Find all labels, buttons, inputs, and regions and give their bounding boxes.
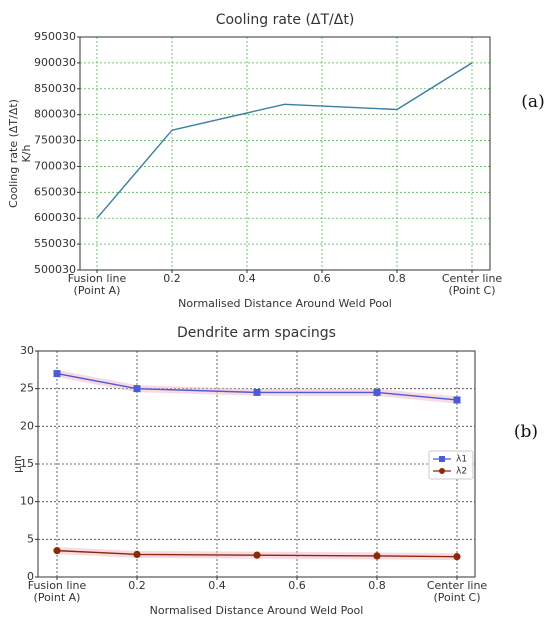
chart-title: Dendrite arm spacings bbox=[177, 325, 336, 341]
x-tick-label: 0.2 bbox=[128, 579, 146, 592]
data-point bbox=[253, 388, 261, 396]
data-point bbox=[53, 547, 61, 555]
y-tick-label: 10 bbox=[20, 495, 34, 508]
y-tick-label: 550030 bbox=[34, 237, 76, 250]
x-tick-label: Center line (Point C) bbox=[427, 579, 488, 604]
y-tick-label: 950030 bbox=[34, 30, 76, 43]
series-line bbox=[96, 62, 473, 219]
y-tick-label: 850030 bbox=[34, 82, 76, 95]
y-tick-label: 15 bbox=[20, 457, 34, 470]
y-tick-label: 750030 bbox=[34, 134, 76, 147]
x-tick-label: Center line (Point C) bbox=[442, 272, 503, 297]
data-point bbox=[253, 551, 261, 559]
y-axis-label: μm bbox=[11, 455, 24, 473]
panel-label-a: (a) bbox=[521, 92, 544, 112]
legend-label: λ2 bbox=[456, 467, 467, 477]
y-tick-label: 500030 bbox=[34, 263, 76, 276]
y-tick-label: 25 bbox=[20, 382, 34, 395]
data-point bbox=[133, 385, 141, 393]
panel-label-b: (b) bbox=[514, 422, 538, 442]
y-tick-label: 20 bbox=[20, 419, 34, 432]
y-axis-label: K/h bbox=[20, 145, 33, 163]
data-point bbox=[373, 552, 381, 560]
chart-dendrite-spacing: Dendrite arm spacings 0 5 10 15 20 25 30 Fusion … bbox=[11, 325, 487, 617]
x-axis-label: Normalised Distance Around Weld Pool bbox=[150, 604, 364, 617]
x-tick-label: 0.6 bbox=[313, 272, 331, 285]
y-tick-label: 0 bbox=[27, 570, 34, 583]
x-tick-label: 0.2 bbox=[163, 272, 181, 285]
y-tick-label: 800030 bbox=[34, 108, 76, 121]
y-tick-label: 5 bbox=[27, 532, 34, 545]
y-tick-label: 600030 bbox=[34, 211, 76, 224]
chart-cooling-rate: Cooling rate (ΔT/Δt) 500030 550030 600030 65… bbox=[7, 12, 502, 310]
x-tick-label: Fusion line (Point A) bbox=[28, 579, 87, 604]
data-point bbox=[453, 553, 461, 561]
y-tick-label: 30 bbox=[20, 344, 34, 357]
x-tick-label: 0.6 bbox=[288, 579, 306, 592]
y-tick-label: 900030 bbox=[34, 56, 76, 69]
x-tick-label: 0.4 bbox=[208, 579, 226, 592]
legend-marker bbox=[439, 468, 445, 474]
chart-title: Cooling rate (ΔT/Δt) bbox=[216, 12, 355, 28]
x-tick-label: 0.8 bbox=[368, 579, 386, 592]
data-point bbox=[453, 396, 461, 404]
x-tick-label: Fusion line (Point A) bbox=[68, 272, 127, 297]
plot-frame bbox=[79, 36, 491, 271]
y-axis-label: Cooling rate (ΔT/Δt) bbox=[7, 99, 20, 208]
y-tick-label: 650030 bbox=[34, 185, 76, 198]
data-point bbox=[53, 370, 61, 378]
x-axis-label: Normalised Distance Around Weld Pool bbox=[178, 297, 392, 310]
series-glow bbox=[56, 370, 458, 404]
legend-marker bbox=[439, 456, 445, 462]
legend-label: λ1 bbox=[456, 455, 467, 465]
data-point bbox=[133, 550, 141, 559]
x-tick-label: 0.8 bbox=[388, 272, 406, 285]
x-tick-label: 0.4 bbox=[238, 272, 256, 285]
data-point bbox=[373, 388, 381, 396]
y-tick-label: 700030 bbox=[34, 159, 76, 172]
